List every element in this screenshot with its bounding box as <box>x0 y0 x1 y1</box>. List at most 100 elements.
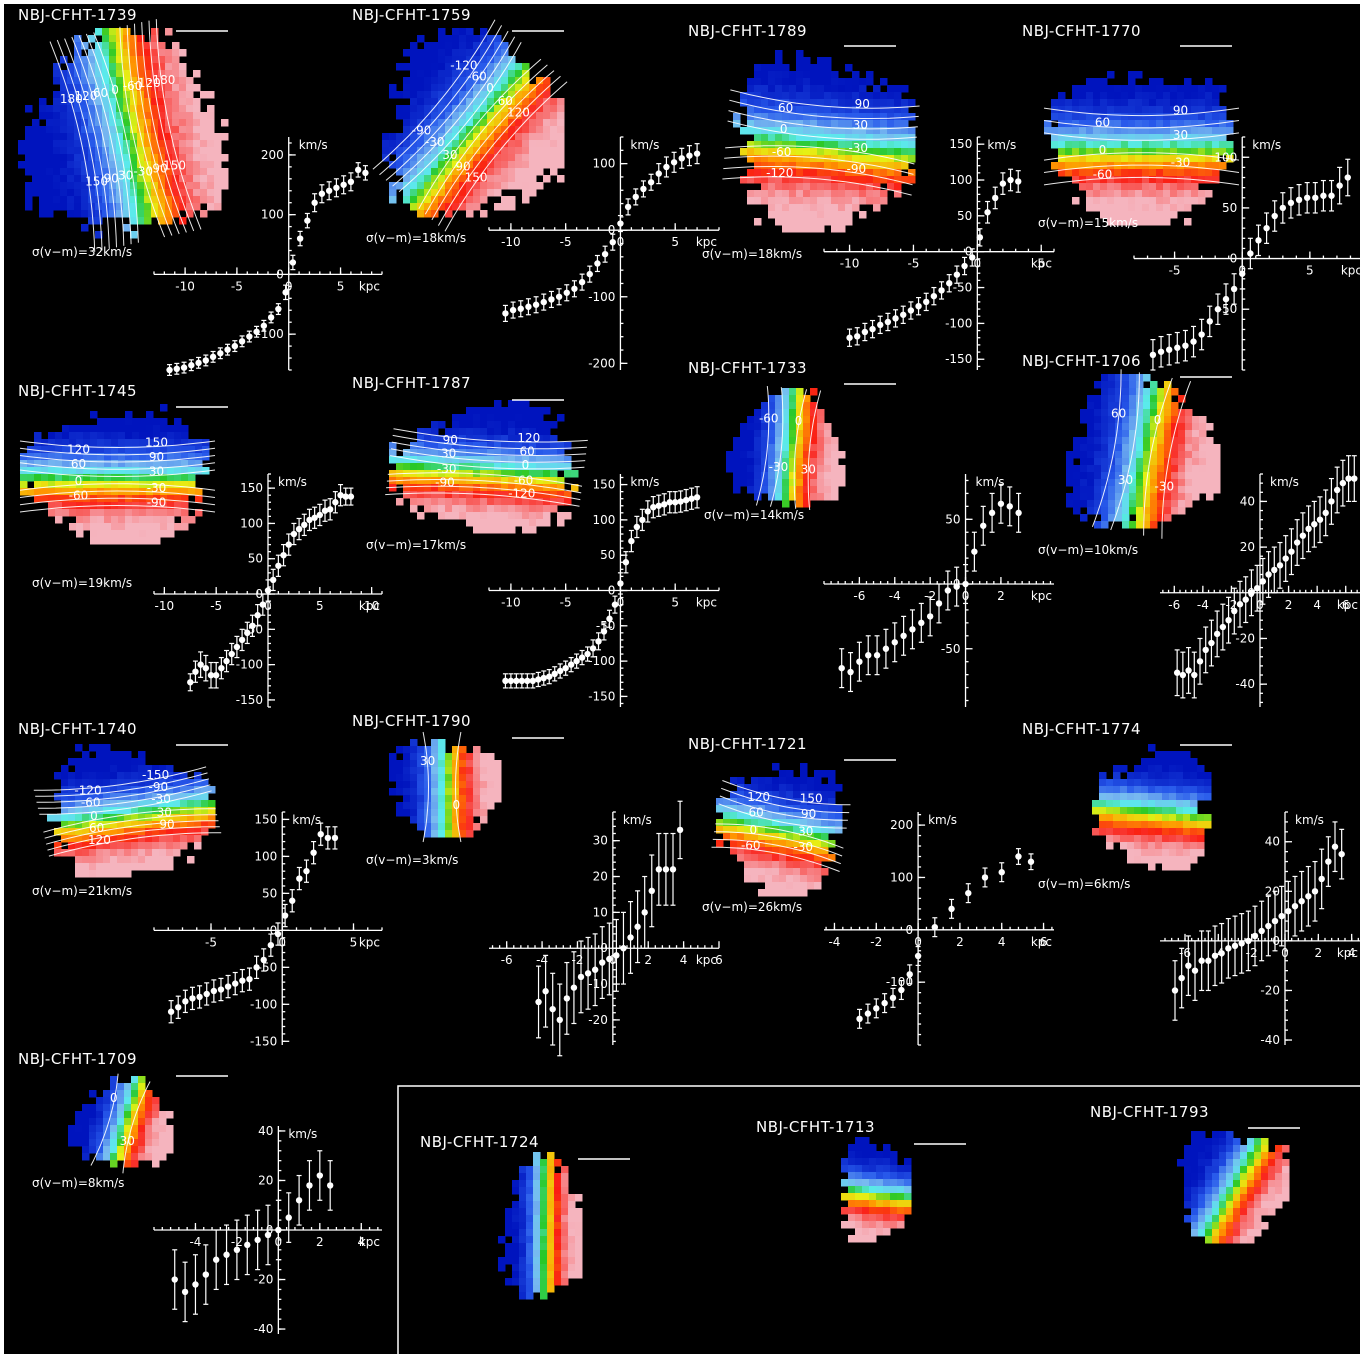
data-point <box>962 580 969 588</box>
y-tick-label: -100 <box>256 327 283 341</box>
contour-label: 60 <box>498 94 513 108</box>
data-point <box>232 980 239 987</box>
y-axis-label: km/s <box>288 1127 317 1141</box>
data-point <box>907 307 915 314</box>
data-point <box>584 650 591 658</box>
data-point <box>233 1246 241 1254</box>
contour-label: -120 <box>450 58 477 72</box>
panel-title: NBJ-CFHT-1713 <box>756 1118 875 1136</box>
contour-label: -180 <box>148 73 175 87</box>
y-tick-label: 0 <box>600 941 608 955</box>
x-tick-label: -2 <box>1225 598 1237 612</box>
y-tick-label: 40 <box>1265 835 1280 849</box>
contour-label: 120 <box>507 105 530 119</box>
isovelocity-contour <box>43 808 216 833</box>
data-point <box>1171 987 1179 994</box>
data-point <box>180 364 188 371</box>
velocity-map: 60 30 0 -30 <box>1066 369 1221 539</box>
isovelocity-contour <box>722 176 912 196</box>
data-point <box>1263 224 1270 232</box>
y-tick-label: -150 <box>236 693 263 707</box>
data-point <box>173 365 180 373</box>
data-point <box>507 677 515 685</box>
isovelocity-contour <box>722 780 851 806</box>
isovelocity-contour <box>64 38 110 249</box>
data-point <box>197 661 204 668</box>
data-point <box>301 521 308 529</box>
y-tick-label: -50 <box>596 619 616 633</box>
x-tick-label: 4 <box>357 1235 365 1249</box>
x-tick-label: -6 <box>501 953 513 967</box>
data-point <box>1345 475 1352 482</box>
contour-label: -30 <box>425 135 445 149</box>
isovelocity-contour <box>1143 377 1173 536</box>
y-tick-label: 0 <box>266 1223 274 1237</box>
velocity-map: 150 120 90 60 30 0 -30 -60 -90 <box>19 404 216 545</box>
x-tick-label: -6 <box>1168 598 1180 612</box>
contour-label: -60 <box>123 79 143 93</box>
x-tick-label: 5 <box>1037 257 1045 271</box>
data-point <box>570 984 578 991</box>
x-tick-label: 4 <box>680 953 688 967</box>
data-point <box>260 322 268 329</box>
panel-title: NBJ-CFHT-1739 <box>18 6 137 24</box>
data-point <box>632 193 639 201</box>
isovelocity-contour <box>33 766 207 791</box>
sigma-label: σ(v−m)=8km/s <box>32 1176 124 1190</box>
data-point <box>1191 967 1199 974</box>
data-point <box>961 262 968 270</box>
data-point <box>244 1241 251 1249</box>
data-point <box>1271 212 1278 220</box>
data-point <box>1007 176 1014 184</box>
isovelocity-contour <box>755 385 770 506</box>
data-point <box>1027 858 1035 865</box>
data-point <box>202 357 210 364</box>
contour-label: 150 <box>465 171 488 185</box>
y-tick-label: 50 <box>1222 201 1237 215</box>
data-point <box>326 506 334 513</box>
contour-label: 30 <box>801 463 816 477</box>
contour-label: 30 <box>157 806 172 820</box>
y-tick-label: 20 <box>1240 540 1255 554</box>
y-tick-label: -40 <box>1235 677 1255 691</box>
contour-label: -90 <box>412 124 432 138</box>
contour-label: -30 <box>133 165 153 179</box>
data-point <box>1238 940 1245 947</box>
x-tick-label: -5 <box>560 235 572 249</box>
panel-title: NBJ-CFHT-1759 <box>352 6 471 24</box>
data-point <box>217 350 224 357</box>
isovelocity-contour <box>90 1073 119 1166</box>
contour-label: 60 <box>89 821 104 835</box>
x-tick-label: 2 <box>956 935 964 949</box>
isovelocity-contour <box>769 387 784 507</box>
y-tick-label: 0 <box>905 923 913 937</box>
x-tick-label: -5 <box>205 935 217 949</box>
data-point <box>861 328 869 336</box>
panel-title: NBJ-CFHT-1793 <box>1090 1103 1209 1121</box>
data-point <box>1006 503 1013 510</box>
isovelocity-contour <box>56 39 103 251</box>
panel-title: NBJ-CFHT-1706 <box>1022 352 1141 370</box>
contour-label: 150 <box>800 792 823 806</box>
data-point <box>542 988 549 995</box>
data-point <box>1236 601 1244 608</box>
panel-title: NBJ-CFHT-1740 <box>18 720 137 738</box>
data-point <box>1336 182 1343 189</box>
data-point <box>1248 589 1255 596</box>
data-point <box>548 296 555 303</box>
x-axis-label: kpc <box>1341 264 1360 278</box>
y-axis-label: km/s <box>630 138 659 152</box>
data-point <box>935 600 943 607</box>
panel-title: NBJ-CFHT-1787 <box>352 374 471 392</box>
y-tick-label: 0 <box>965 245 973 259</box>
contour-label: 0 <box>1154 413 1162 427</box>
data-point <box>1258 927 1265 935</box>
contour-label: -120 <box>74 783 101 797</box>
isovelocity-contour <box>721 787 850 814</box>
data-point <box>1271 566 1278 574</box>
data-point <box>693 494 701 501</box>
data-point <box>1198 331 1205 338</box>
contour-label: 30 <box>798 825 813 839</box>
data-point <box>676 826 684 834</box>
